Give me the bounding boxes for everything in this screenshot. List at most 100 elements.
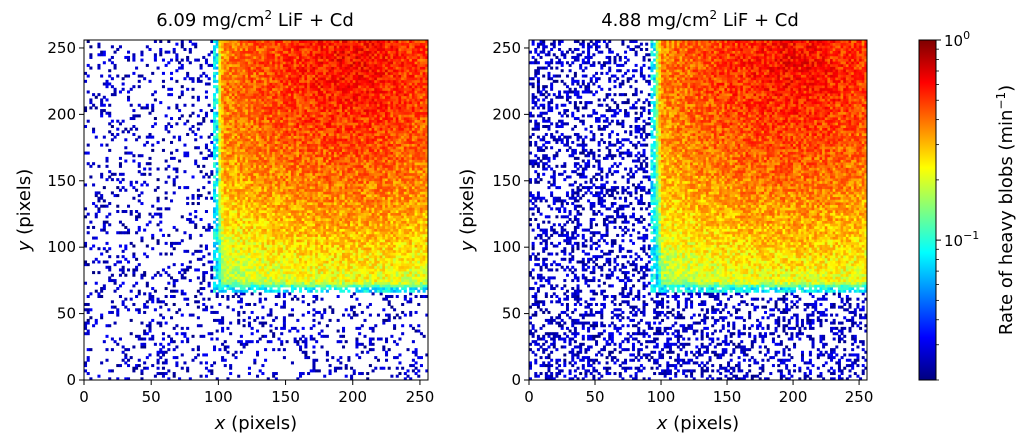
heatmap-cell	[299, 375, 302, 378]
heatmap-cell	[218, 168, 221, 171]
heatmap-cell	[221, 239, 224, 242]
heatmap-cell	[106, 83, 109, 86]
heatmap-cell	[312, 369, 315, 372]
heatmap-cell	[237, 152, 240, 155]
heatmap-cell	[264, 106, 267, 109]
heatmap-cell	[108, 175, 111, 178]
heatmap-cell	[229, 215, 232, 218]
heatmap-cell	[267, 120, 270, 123]
heatmap-cell	[312, 117, 315, 120]
heatmap-cell	[278, 250, 281, 253]
heatmap-cell	[296, 210, 299, 213]
heatmap-cell	[243, 128, 246, 131]
heatmap-cell	[264, 226, 267, 229]
heatmap-cell	[108, 149, 111, 152]
heatmap-cell	[213, 229, 216, 232]
heatmap-cell	[302, 229, 305, 232]
heatmap-cell	[321, 149, 324, 152]
heatmap-cell	[272, 231, 275, 234]
heatmap-cell	[315, 237, 318, 240]
heatmap-cell	[259, 51, 262, 54]
heatmap-cell	[140, 322, 143, 325]
heatmap-cell	[226, 83, 229, 86]
heatmap-cell	[194, 268, 197, 271]
heatmap-cell	[135, 128, 138, 131]
heatmap-cell	[318, 221, 321, 224]
heatmap-cell	[251, 138, 254, 141]
heatmap-cell	[200, 234, 203, 237]
heatmap-cell	[251, 128, 254, 131]
heatmap-cell	[140, 338, 143, 341]
heatmap-cell	[218, 287, 221, 290]
heatmap-cell	[116, 311, 119, 314]
heatmap-cell	[291, 152, 294, 155]
heatmap-cell	[245, 183, 248, 186]
heatmap-cell	[181, 59, 184, 62]
heatmap-cell	[283, 247, 286, 250]
heatmap-cell	[269, 242, 272, 245]
heatmap-cell	[243, 199, 246, 202]
heatmap-cell	[299, 152, 302, 155]
heatmap-cell	[116, 128, 119, 131]
heatmap-cell	[267, 141, 270, 144]
heatmap-cell	[189, 266, 192, 269]
heatmap-cell	[189, 48, 192, 51]
heatmap-cell	[218, 43, 221, 46]
heatmap-cell	[87, 213, 90, 216]
heatmap-cell	[278, 69, 281, 72]
heatmap-cell	[221, 213, 224, 216]
heatmap-cell	[299, 245, 302, 248]
heatmap-cell	[194, 138, 197, 141]
heatmap-cell	[272, 284, 275, 287]
heatmap-cell	[146, 324, 149, 327]
heatmap-cell	[286, 215, 289, 218]
heatmap-cell	[318, 136, 321, 139]
heatmap-cell	[213, 183, 216, 186]
heatmap-cell	[229, 237, 232, 240]
heatmap-cell	[243, 218, 246, 221]
heatmap-cell	[312, 162, 315, 165]
heatmap-cell	[278, 173, 281, 176]
heatmap-cell	[283, 93, 286, 96]
heatmap-cell	[202, 263, 205, 266]
heatmap-cell	[296, 48, 299, 51]
heatmap-cell	[170, 253, 173, 256]
heatmap-cell	[235, 186, 238, 189]
heatmap-cell	[278, 56, 281, 59]
heatmap-cell	[224, 146, 227, 149]
heatmap-cell	[178, 308, 181, 311]
heatmap-cell	[183, 170, 186, 173]
heatmap-cell	[245, 112, 248, 115]
heatmap-cell	[124, 245, 127, 248]
heatmap-cell	[264, 88, 267, 91]
heatmap-cell	[318, 282, 321, 285]
heatmap-cell	[302, 250, 305, 253]
heatmap-cell	[175, 69, 178, 72]
heatmap-cell	[87, 311, 90, 314]
heatmap-cell	[296, 43, 299, 46]
heatmap-cell	[149, 338, 152, 341]
heatmap-cell	[205, 375, 208, 378]
heatmap-cell	[253, 234, 256, 237]
heatmap-cell	[307, 85, 310, 88]
heatmap-cell	[194, 295, 197, 298]
heatmap-cell	[299, 67, 302, 70]
heatmap-cell	[151, 364, 154, 367]
heatmap-cell	[283, 141, 286, 144]
heatmap-cell	[259, 157, 262, 160]
heatmap-cell	[318, 242, 321, 245]
heatmap-cell	[296, 266, 299, 269]
heatmap-cell	[245, 77, 248, 80]
heatmap-cell	[307, 141, 310, 144]
heatmap-cell	[259, 125, 262, 128]
heatmap-cell	[248, 59, 251, 62]
heatmap-cell	[302, 276, 305, 279]
heatmap-cell	[315, 284, 318, 287]
heatmap-cell	[280, 218, 283, 221]
heatmap-cell	[312, 181, 315, 184]
heatmap-cell	[245, 72, 248, 75]
heatmap-cell	[315, 80, 318, 83]
heatmap-cell	[143, 345, 146, 348]
heatmap-cell	[315, 85, 318, 88]
heatmap-cell	[235, 253, 238, 256]
